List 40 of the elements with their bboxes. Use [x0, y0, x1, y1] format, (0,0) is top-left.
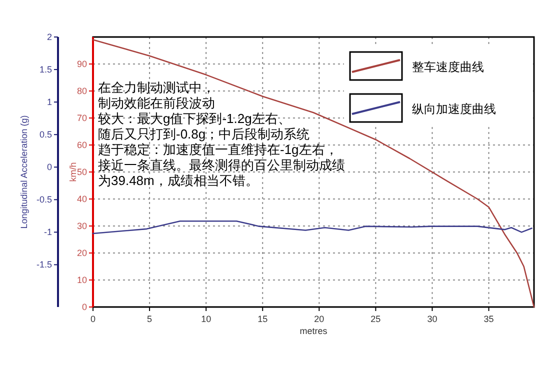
annotation: 较大：最大g值下探到-1.2g左右、: [98, 111, 291, 126]
y-tick-label: 1.5: [39, 64, 52, 75]
y-tick-label: -1: [44, 227, 52, 238]
y2-tick-label: 50: [76, 167, 87, 177]
y2-tick-label: 20: [76, 248, 87, 258]
legend-label: 纵向加速度曲线: [412, 102, 496, 116]
x-tick-label: 30: [427, 314, 438, 324]
y-tick-label: 0: [46, 162, 52, 172]
x-tick-label: 35: [484, 314, 494, 324]
annotation: 为39.48m，成绩相当不错。: [98, 173, 258, 188]
y2-tick-label: 80: [76, 86, 87, 96]
y2-tick-label: 40: [76, 194, 87, 204]
y2-axis-title: km/h: [68, 162, 78, 182]
x-tick-label: 20: [314, 314, 324, 324]
annotation: 趋于稳定：加速度值一直维持在-1g左右，: [98, 142, 338, 157]
annotation: 随后又只打到-0.8g；中后段制动系统: [98, 126, 310, 142]
y-tick-label: -1.5: [36, 260, 52, 270]
y2-tick-label: 0: [82, 302, 87, 312]
y-axis-title: Longitudinal Acceleration (g): [19, 115, 29, 229]
x-tick-label: 10: [201, 314, 212, 324]
y-tick-label: 1: [46, 97, 52, 108]
y2-tick-label: 30: [76, 221, 87, 231]
x-tick-label: 5: [147, 314, 152, 324]
x-tick-label: 0: [90, 314, 96, 324]
x-axis-title: metres: [300, 326, 328, 336]
line-series: [92, 220, 532, 234]
x-tick-label: 25: [370, 314, 381, 324]
annotation: 在全力制动测试中，: [98, 80, 215, 95]
annotation: 制动效能在前段波动: [98, 96, 215, 110]
y-tick-label: -0.5: [36, 194, 52, 205]
y-tick-label: 0.5: [39, 130, 52, 140]
y-tick-label: 2: [46, 32, 52, 42]
line-series: [92, 39, 535, 308]
y2-tick-label: 90: [76, 59, 87, 69]
y2-tick-label: 70: [76, 113, 87, 123]
annotation: 接近一条直线。最终测得的百公里制动成绩: [98, 158, 345, 172]
legend-label: 整车速度曲线: [412, 60, 484, 74]
y2-tick-label: 10: [76, 275, 87, 285]
x-tick-label: 15: [258, 314, 268, 324]
y2-tick-label: 60: [76, 140, 87, 150]
